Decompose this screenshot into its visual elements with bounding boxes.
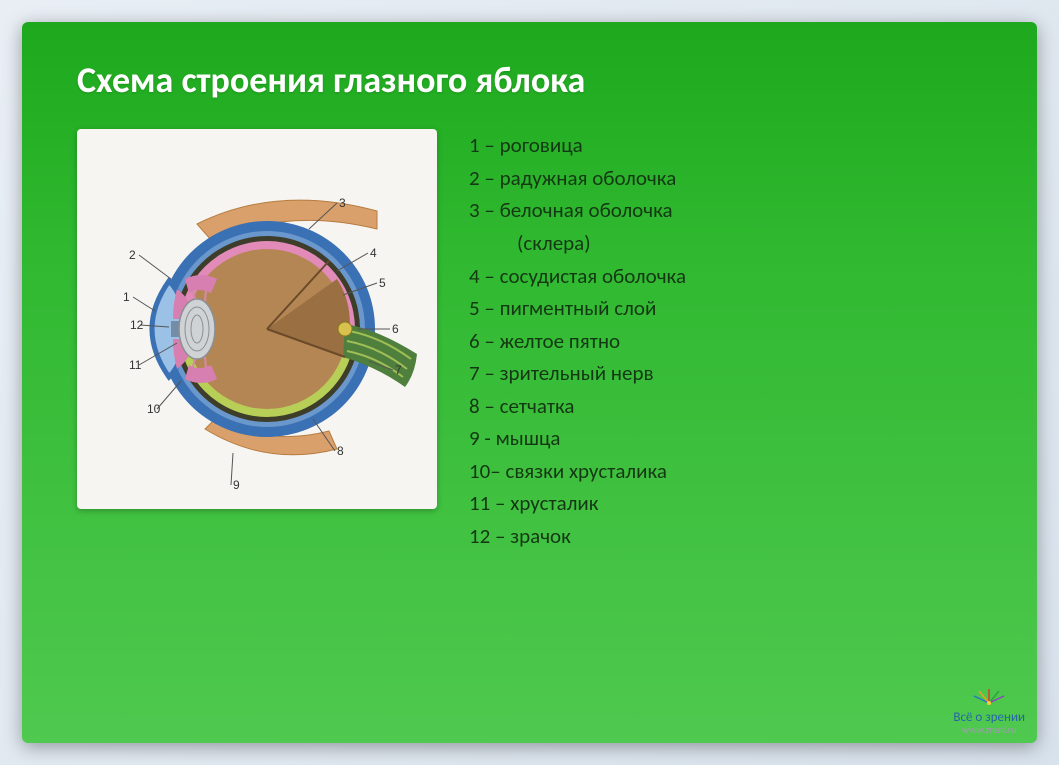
legend-item: 1 – роговица	[469, 129, 686, 162]
legend-item: 5 – пигментный слой	[469, 292, 686, 325]
callout-number: 3	[339, 196, 346, 210]
legend-item: 10– связки хрусталика	[469, 455, 686, 488]
logo-rays-icon	[971, 687, 1007, 705]
legend-item: 3 – белочная оболочка(склера)	[469, 194, 686, 259]
legend-item: 4 – сосудистая оболочка	[469, 260, 686, 293]
legend-item: 2 – радужная оболочка	[469, 162, 686, 195]
slide: Схема строения глазного яблока	[22, 22, 1037, 743]
callout-number: 7	[395, 363, 402, 377]
footer-url: www.zreni.ru	[953, 725, 1025, 736]
callout-number: 12	[130, 318, 144, 332]
legend-item: 7 – зрительный нерв	[469, 357, 686, 390]
callout-number: 1	[123, 290, 130, 304]
macula	[338, 322, 352, 336]
callout-number: 4	[370, 246, 377, 260]
lens	[179, 299, 215, 359]
callout-number: 8	[337, 444, 344, 458]
legend-item: 9 - мышца	[469, 422, 686, 455]
slide-title: Схема строения глазного яблока	[77, 60, 982, 101]
eye-svg: 123456789101112	[77, 129, 437, 509]
legend-item-sub: (склера)	[469, 227, 686, 260]
legend-item: 8 – сетчатка	[469, 390, 686, 423]
legend-item: 12 – зрачок	[469, 520, 686, 553]
leader-line	[157, 381, 181, 409]
callout-number: 5	[379, 276, 386, 290]
legend-list: 1 – роговица2 – радужная оболочка3 – бел…	[469, 129, 686, 552]
footer-logo: Всё о зрении www.zreni.ru	[953, 687, 1025, 735]
content-row: 123456789101112 1 – роговица2 – радужная…	[77, 129, 982, 552]
legend-item: 6 – желтое пятно	[469, 325, 686, 358]
callout-number: 6	[392, 322, 399, 336]
leader-line	[133, 297, 155, 311]
callout-number: 10	[147, 402, 161, 416]
callout-number: 9	[233, 478, 240, 492]
leader-line	[139, 255, 171, 279]
eye-diagram: 123456789101112	[77, 129, 437, 509]
callout-number: 11	[129, 358, 142, 372]
legend-item: 11 – хрусталик	[469, 487, 686, 520]
callout-number: 2	[129, 248, 136, 262]
